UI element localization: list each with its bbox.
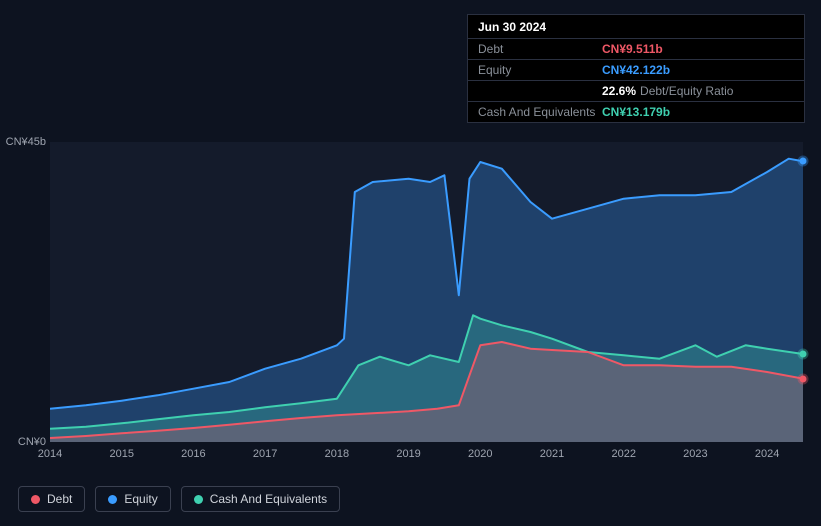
x-axis-tick-label: 2015: [109, 448, 133, 460]
legend-item[interactable]: Debt: [18, 486, 85, 512]
info-row-value: CN¥42.122b: [602, 63, 670, 77]
info-row: EquityCN¥42.122b: [468, 60, 804, 81]
x-axis-tick-label: 2014: [38, 448, 62, 460]
info-row-label: Cash And Equivalents: [478, 105, 602, 119]
legend-swatch-icon: [194, 495, 203, 504]
info-panel: Jun 30 2024 DebtCN¥9.511bEquityCN¥42.122…: [467, 14, 805, 123]
legend-label: Cash And Equivalents: [210, 492, 327, 506]
info-row-label: [478, 84, 602, 98]
x-axis-tick-label: 2021: [540, 448, 564, 460]
info-row: DebtCN¥9.511b: [468, 39, 804, 60]
series-end-marker: [800, 351, 807, 358]
info-row: Cash And EquivalentsCN¥13.179b: [468, 102, 804, 122]
y-axis-tick-label: CN¥0: [18, 436, 46, 448]
info-row-value: CN¥13.179b: [602, 105, 670, 119]
info-row-label: Debt: [478, 42, 602, 56]
info-row-label: Equity: [478, 63, 602, 77]
legend-swatch-icon: [108, 495, 117, 504]
x-axis-tick-label: 2017: [253, 448, 277, 460]
y-axis-tick-label: CN¥45b: [6, 136, 46, 148]
x-axis-tick-label: 2022: [611, 448, 635, 460]
info-row-value: CN¥9.511b: [602, 42, 663, 56]
x-axis-tick-label: 2018: [325, 448, 349, 460]
x-axis-tick-label: 2019: [396, 448, 420, 460]
chart-legend: Debt Equity Cash And Equivalents: [18, 486, 340, 512]
x-axis-tick-label: 2023: [683, 448, 707, 460]
legend-swatch-icon: [31, 495, 40, 504]
series-end-marker: [800, 375, 807, 382]
series-end-marker: [800, 158, 807, 165]
info-panel-title: Jun 30 2024: [468, 15, 804, 39]
legend-item[interactable]: Cash And Equivalents: [181, 486, 340, 512]
legend-label: Debt: [47, 492, 72, 506]
info-row: 22.6%Debt/Equity Ratio: [468, 81, 804, 102]
x-axis-tick-label: 2016: [181, 448, 205, 460]
x-axis-tick-label: 2020: [468, 448, 492, 460]
legend-label: Equity: [124, 492, 157, 506]
debt-equity-chart: CN¥45bCN¥0 20142015201620172018201920202…: [18, 120, 803, 470]
legend-item[interactable]: Equity: [95, 486, 170, 512]
info-row-ratio: 22.6%Debt/Equity Ratio: [602, 84, 733, 98]
x-axis-tick-label: 2024: [755, 448, 779, 460]
chart-plot-area[interactable]: [50, 142, 803, 442]
